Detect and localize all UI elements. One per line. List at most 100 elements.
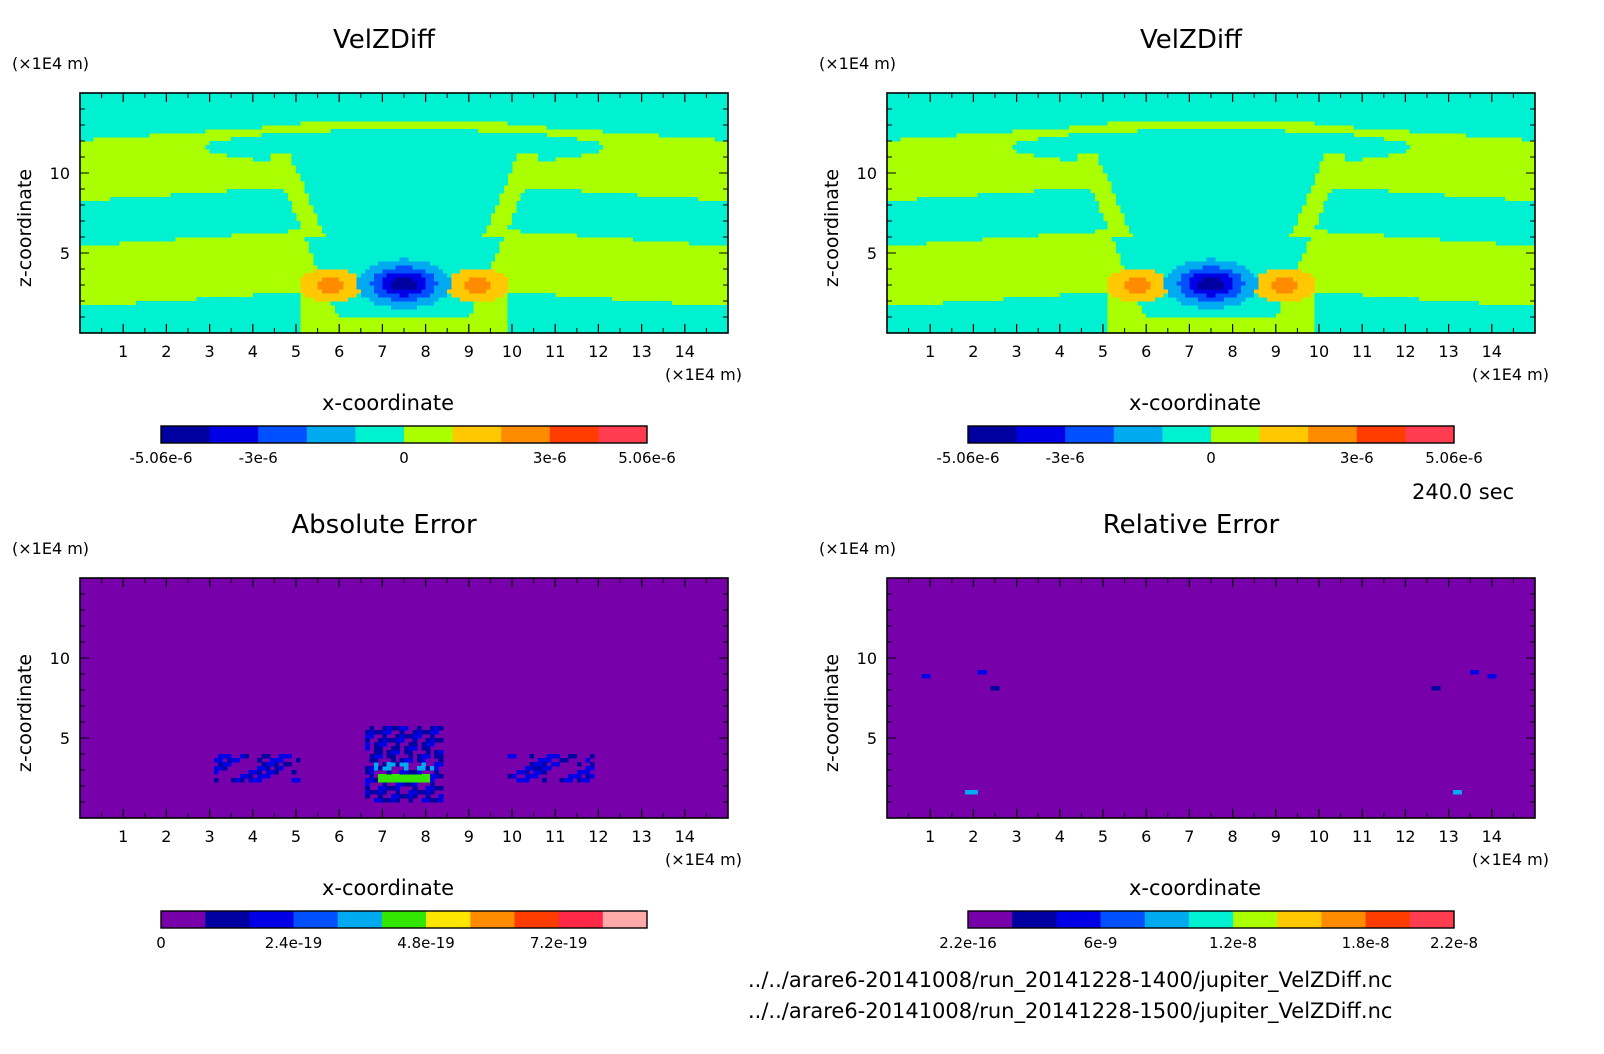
heatmap-cell xyxy=(153,113,159,118)
heatmap-cell xyxy=(537,141,543,146)
heatmap-cell xyxy=(356,297,362,302)
heatmap-cell xyxy=(516,301,522,306)
heatmap-cell xyxy=(123,309,128,314)
heatmap-cell xyxy=(265,229,271,234)
heatmap-cell xyxy=(257,229,262,234)
heatmap-cell xyxy=(183,233,189,238)
heatmap-cell xyxy=(252,301,258,306)
heatmap-cell xyxy=(248,113,254,118)
heatmap-cell xyxy=(170,233,176,238)
heatmap-cell xyxy=(261,325,267,330)
heatmap-cell xyxy=(84,213,90,218)
heatmap-cell xyxy=(689,309,694,314)
heatmap-cell xyxy=(620,225,625,230)
heatmap-cell xyxy=(537,137,543,142)
heatmap-cell xyxy=(620,301,625,306)
heatmap-cell xyxy=(425,281,431,286)
heatmap-cell xyxy=(611,121,617,126)
heatmap-cell xyxy=(404,285,409,290)
heatmap-cell xyxy=(252,105,258,110)
heatmap-cell xyxy=(537,145,543,150)
heatmap-cell xyxy=(304,149,310,154)
heatmap-cell xyxy=(179,197,185,202)
heatmap-cell xyxy=(451,313,457,318)
heatmap-cell xyxy=(308,157,314,162)
heatmap-cell xyxy=(92,105,98,110)
heatmap-cell xyxy=(602,313,608,318)
heatmap-cell xyxy=(360,293,366,298)
heatmap-cell xyxy=(248,297,254,302)
heatmap-cell xyxy=(503,281,509,286)
heatmap-cell xyxy=(680,221,686,226)
heatmap-cell xyxy=(447,233,452,238)
heatmap-cell xyxy=(421,213,426,218)
heatmap-cell xyxy=(360,205,366,210)
heatmap-cell xyxy=(360,245,366,250)
heatmap-cell xyxy=(516,121,522,126)
heatmap-cell xyxy=(442,285,448,290)
heatmap-cell xyxy=(170,305,176,310)
heatmap-cell xyxy=(391,253,396,258)
heatmap-cell xyxy=(581,141,586,146)
heatmap-cell xyxy=(555,209,560,214)
heatmap-cell xyxy=(464,133,470,138)
heatmap-cell xyxy=(486,249,491,254)
heatmap-cell xyxy=(334,269,340,274)
heatmap-cell xyxy=(339,133,344,138)
heatmap-cell xyxy=(356,169,362,174)
heatmap-cell xyxy=(581,149,586,154)
heatmap-cell xyxy=(481,269,487,274)
heatmap-cell xyxy=(304,141,310,146)
heatmap-cell xyxy=(313,149,318,154)
heatmap-cell xyxy=(637,301,642,306)
heatmap-cell xyxy=(585,141,591,146)
heatmap-cell xyxy=(84,209,90,214)
heatmap-cell xyxy=(503,285,509,290)
heatmap-cell xyxy=(637,313,642,318)
heatmap-cell xyxy=(464,221,470,226)
heatmap-cell xyxy=(399,193,405,198)
heatmap-cell xyxy=(429,225,435,230)
heatmap-cell xyxy=(520,217,526,222)
heatmap-cell xyxy=(252,157,258,162)
heatmap-cell xyxy=(499,133,504,138)
heatmap-cell xyxy=(382,237,388,242)
heatmap-cell xyxy=(352,221,357,226)
heatmap-cell xyxy=(356,133,362,138)
heatmap-cell xyxy=(512,305,517,310)
heatmap-cell xyxy=(416,277,422,282)
heatmap-cell xyxy=(321,205,327,210)
heatmap-cell xyxy=(632,193,638,198)
heatmap-cell xyxy=(494,137,500,142)
heatmap-cell xyxy=(84,205,90,210)
heatmap-cell xyxy=(257,141,262,146)
heatmap-cell xyxy=(529,293,534,298)
heatmap-cell xyxy=(512,313,517,318)
heatmap-cell xyxy=(572,109,578,114)
heatmap-cell xyxy=(231,309,236,314)
heatmap-cell xyxy=(550,153,556,158)
heatmap-cell xyxy=(585,205,591,210)
heatmap-cell xyxy=(477,117,483,122)
heatmap-cell xyxy=(486,193,491,198)
heatmap-cell xyxy=(313,257,318,262)
heatmap-cell xyxy=(412,165,418,170)
heatmap-cell xyxy=(451,189,457,194)
heatmap-cell xyxy=(373,261,379,266)
heatmap-cell xyxy=(702,121,707,126)
heatmap-cell xyxy=(339,253,344,258)
heatmap-cell xyxy=(226,109,232,114)
heatmap-cell xyxy=(153,313,159,318)
heatmap-cell xyxy=(373,253,379,258)
heatmap-cell xyxy=(369,209,375,214)
heatmap-cell xyxy=(360,241,366,246)
heatmap-cell xyxy=(477,153,483,158)
heatmap-cell xyxy=(131,125,137,130)
heatmap-cell xyxy=(710,117,716,122)
heatmap-cell xyxy=(559,149,565,154)
heatmap-cell xyxy=(183,221,189,226)
heatmap-cell xyxy=(360,185,366,190)
heatmap-cell xyxy=(347,117,353,122)
heatmap-cell xyxy=(391,297,396,302)
heatmap-cell xyxy=(222,225,228,230)
